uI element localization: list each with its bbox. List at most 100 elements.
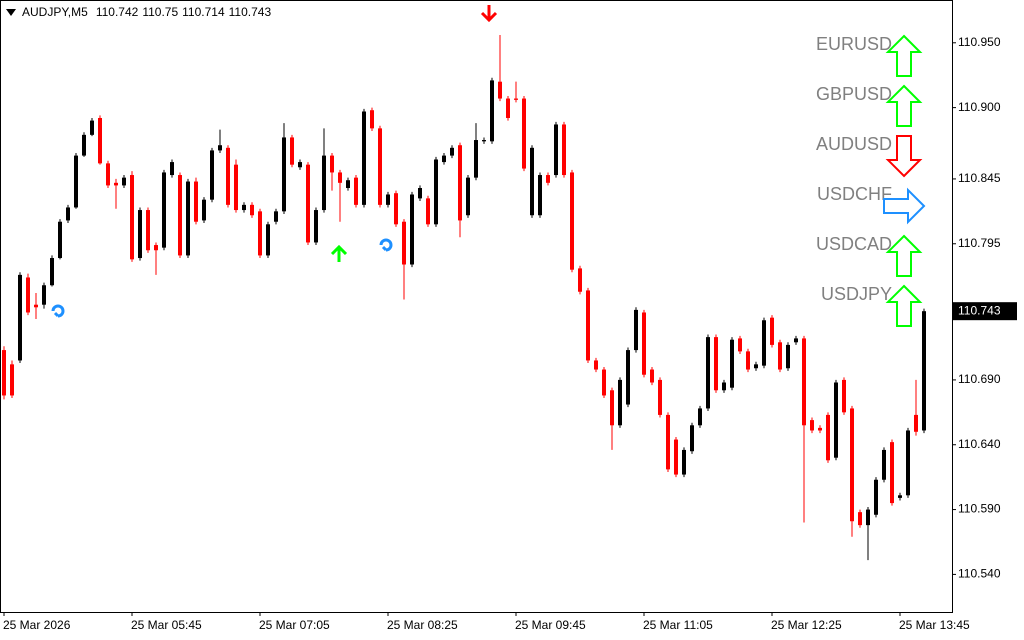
- candle-body: [266, 224, 270, 256]
- candle-body: [90, 120, 94, 135]
- x-tick-label: 25 Mar 05:45: [131, 618, 202, 632]
- candle-body: [114, 182, 118, 186]
- candle-body: [394, 193, 398, 225]
- candle-body: [226, 147, 230, 205]
- candle-body: [290, 137, 294, 165]
- candle-body: [674, 439, 678, 475]
- candle-body: [338, 172, 342, 183]
- panel-arrow: [885, 234, 923, 277]
- candle-body: [618, 379, 622, 426]
- candle-body: [418, 188, 422, 199]
- candle-body: [578, 268, 582, 292]
- candle-body: [162, 172, 166, 248]
- candle-body: [690, 425, 694, 452]
- candle-body: [274, 211, 278, 222]
- candle-body: [138, 210, 142, 259]
- candle-body: [82, 134, 86, 156]
- candle-body: [866, 509, 870, 526]
- candle-body: [66, 207, 70, 221]
- candle-body: [506, 98, 510, 118]
- candle-body: [330, 155, 334, 173]
- header: AUDJPY,M5 110.742 110.75 110.714 110.743: [22, 5, 271, 19]
- price-label: 110.743: [958, 303, 1001, 317]
- candle-body: [682, 449, 686, 475]
- candle-body: [98, 117, 102, 164]
- candle-body: [818, 427, 822, 431]
- candle-body: [2, 350, 6, 396]
- candle-body: [698, 408, 702, 426]
- candle-body: [10, 364, 14, 396]
- price-box: [953, 302, 1017, 321]
- candle-body: [402, 221, 406, 265]
- candle-body: [562, 124, 566, 176]
- candle-body: [514, 98, 518, 100]
- candle-body: [650, 369, 654, 383]
- candle-body: [906, 430, 910, 496]
- candle-body: [58, 221, 62, 259]
- x-tick-label: 25 Mar 13:45: [899, 618, 970, 632]
- y-tick-label: 110.795: [958, 236, 1001, 250]
- candle-body: [586, 290, 590, 361]
- candle-body: [106, 163, 110, 186]
- candle-body: [626, 350, 630, 405]
- candle-body: [834, 382, 838, 458]
- candle-body: [858, 512, 862, 526]
- candle-body: [570, 172, 574, 270]
- panel-arrow: [885, 34, 923, 77]
- candle-body: [490, 80, 494, 142]
- candle-body: [474, 140, 478, 178]
- candle-body: [178, 175, 182, 256]
- panel-symbol: EURUSD: [816, 34, 892, 54]
- candle-body: [306, 164, 310, 243]
- candle-body: [538, 175, 542, 216]
- x-tick-label: 25 Mar 11:05: [643, 618, 713, 632]
- candle-body: [434, 159, 438, 225]
- candle-body: [466, 177, 470, 216]
- candle-body: [482, 140, 486, 142]
- y-tick-label: 110.590: [958, 502, 1001, 516]
- candle-body: [314, 210, 318, 243]
- candle-body: [898, 495, 902, 498]
- candle-body: [130, 175, 134, 260]
- candle-body: [370, 110, 374, 129]
- y-tick-label: 110.640: [958, 437, 1001, 451]
- sell-signal: [480, 5, 498, 23]
- candle-body: [386, 194, 390, 205]
- candle-body: [354, 177, 358, 205]
- candle-body: [154, 245, 158, 251]
- candle-body: [738, 338, 742, 352]
- x-tick-label: 25 Mar 08:25: [387, 618, 458, 632]
- exit-signal: [51, 304, 65, 318]
- candle-body: [762, 320, 766, 366]
- panel-arrow: [885, 135, 923, 178]
- candle-body: [746, 351, 750, 370]
- candle-body: [794, 338, 798, 343]
- candle-body: [42, 285, 46, 305]
- candle-body: [210, 150, 214, 200]
- x-tick-label: 25 Mar 07:05: [259, 618, 330, 632]
- panel-symbol: USDCHF: [817, 184, 892, 204]
- candle-body: [602, 369, 606, 396]
- y-tick-label: 110.950: [958, 35, 1001, 49]
- candle-body: [298, 162, 302, 168]
- candle-body: [458, 145, 462, 221]
- panel-symbol: AUDUSD: [816, 134, 892, 154]
- candle-body: [498, 81, 502, 99]
- candle-body: [362, 111, 366, 205]
- candle-body: [802, 338, 806, 426]
- y-tick-label: 110.900: [958, 100, 1001, 114]
- candle-body: [346, 180, 350, 189]
- header-triangle: [6, 9, 16, 16]
- candle-body: [634, 309, 638, 351]
- y-tick-label: 110.845: [958, 171, 1001, 185]
- plot-frame: [0, 0, 953, 613]
- panel-symbol: USDCAD: [816, 234, 892, 254]
- candle-body: [18, 274, 22, 361]
- candle-body: [74, 155, 78, 208]
- x-tick-label: 25 Mar 09:45: [515, 618, 586, 632]
- panel-symbol: USDJPY: [821, 284, 892, 304]
- ohlc-value: 110.714: [182, 5, 225, 19]
- candle-body: [218, 145, 222, 151]
- candle-body: [842, 379, 846, 413]
- candle-body: [706, 337, 710, 409]
